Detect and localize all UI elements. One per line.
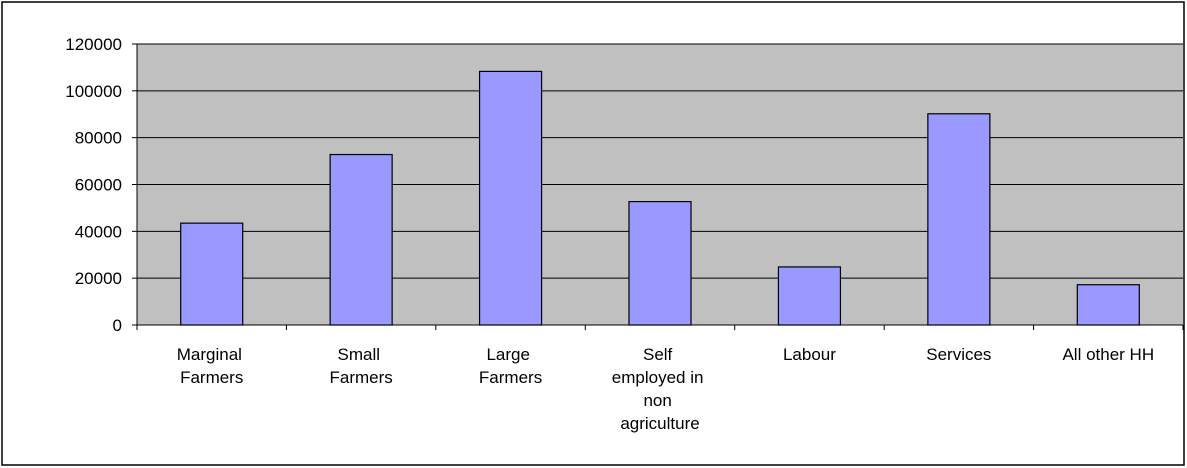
label-line: Small xyxy=(338,345,385,364)
y-tick-label: 0 xyxy=(113,316,122,335)
label-line: All other HH xyxy=(1062,345,1154,364)
y-tick-label: 80000 xyxy=(75,129,122,148)
label-line: Self xyxy=(643,345,677,364)
y-tick-label: 40000 xyxy=(75,222,122,241)
label-line: agriculture xyxy=(620,414,699,433)
label-line: employed in xyxy=(612,368,708,387)
label-line: Marginal xyxy=(177,345,247,364)
y-tick-label: 100000 xyxy=(65,82,122,101)
bar xyxy=(777,266,842,326)
bar xyxy=(1076,284,1140,326)
y-tick-label: 20000 xyxy=(75,269,122,288)
label-line: non xyxy=(643,391,676,410)
bar xyxy=(628,200,692,326)
label-line: Farmers xyxy=(330,368,393,387)
bar xyxy=(478,70,543,326)
bar xyxy=(180,222,244,326)
x-tick-label: Large Farmers xyxy=(479,345,542,387)
x-tick-label: Labour xyxy=(783,345,836,364)
label-line: Farmers xyxy=(479,368,542,387)
label-line: Labour xyxy=(783,345,836,364)
label-line: Large xyxy=(486,345,534,364)
x-tick-label: All other HH xyxy=(1062,345,1154,364)
x-tick-label: Services xyxy=(926,345,991,364)
x-tick-label: Small Farmers xyxy=(330,345,393,387)
x-tick-label: Self employed in non agriculture xyxy=(612,345,708,433)
label-line: Services xyxy=(926,345,991,364)
x-tick-label: Marginal Farmers xyxy=(177,345,247,387)
bar xyxy=(927,113,991,326)
y-tick-label: 60000 xyxy=(75,176,122,195)
bar xyxy=(329,153,393,326)
label-line: Farmers xyxy=(180,368,243,387)
y-tick-label: 120000 xyxy=(65,35,122,54)
